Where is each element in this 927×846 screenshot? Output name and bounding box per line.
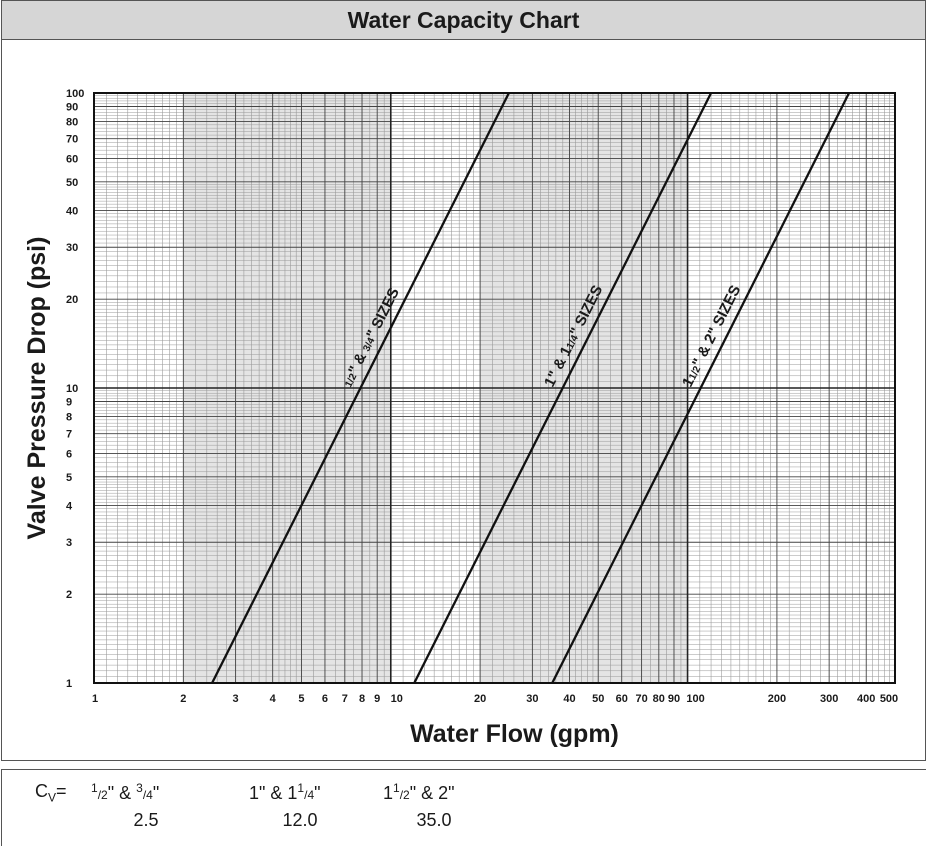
y-tick-label: 3 <box>66 537 72 549</box>
x-tick-label: 90 <box>668 693 680 705</box>
cv-size-2-tail: " <box>314 783 321 803</box>
x-tick-label: 7 <box>342 693 348 705</box>
y-tick-label: 60 <box>66 153 78 165</box>
cv-value-2: 12.0 <box>282 810 318 830</box>
x-tick-label: 3 <box>233 693 239 705</box>
y-tick-label: 5 <box>66 472 72 484</box>
x-tick-label: 60 <box>616 693 628 705</box>
y-tick-label: 2 <box>66 589 72 601</box>
cv-size-1-mid: " & <box>107 783 137 803</box>
grid <box>93 92 896 684</box>
y-tick-label: 8 <box>66 412 72 424</box>
y-tick-label: 6 <box>66 448 72 460</box>
chart-title: Water Capacity Chart <box>347 6 580 33</box>
series-line <box>551 92 851 684</box>
cv-size-2-lead: 1" & 1 <box>249 783 298 803</box>
y-tick-label: 90 <box>66 101 78 113</box>
y-tick-label: 100 <box>66 88 84 100</box>
x-tick-label: 1 <box>92 693 98 705</box>
plot-frame <box>93 92 896 684</box>
x-tick-label: 100 <box>686 693 704 705</box>
x-tick-label: 50 <box>592 693 604 705</box>
y-tick-label: 70 <box>66 134 78 146</box>
cv-table: CV= 1/2" & 3/4" 1" & 11/4" 11/2" & 2" 2.… <box>1 769 926 846</box>
y-tick-label: 20 <box>66 294 78 306</box>
cv-equals: = <box>56 781 67 801</box>
frac-den: 4 <box>307 788 315 802</box>
y-tick-label: 4 <box>66 500 73 512</box>
frac-den: 2 <box>101 788 108 802</box>
y-tick-label: 1 <box>66 678 72 690</box>
y-tick-label: 30 <box>66 242 78 254</box>
x-tick-label: 200 <box>768 693 786 705</box>
y-tick-label: 80 <box>66 117 78 129</box>
frac-num: 3 <box>136 781 143 795</box>
y-axis-label: Valve Pressure Drop (psi) <box>23 237 51 540</box>
cv-value-3: 35.0 <box>416 810 452 830</box>
x-tick-label: 2 <box>180 693 186 705</box>
cv-size-3-lead: 1 <box>383 783 394 803</box>
x-tick-label: 8 <box>359 693 365 705</box>
cv-size-3-tail: " & 2" <box>409 783 455 803</box>
y-tick-label: 9 <box>66 396 72 408</box>
x-tick-label: 30 <box>526 693 538 705</box>
cv-symbol: C <box>35 781 48 801</box>
x-tick-label: 500 <box>880 693 898 705</box>
cv-subscript: V <box>48 790 57 805</box>
x-tick-label: 10 <box>391 693 403 705</box>
frac-num: 1 <box>393 781 400 795</box>
frac-den: 2 <box>403 788 410 802</box>
frac-den: 4 <box>146 788 153 802</box>
chart-panel: Water Capacity Chart 1 2 3 4 5 6 7 8 9 10 20 30 40 50… <box>1 0 926 761</box>
y-tick-label: 40 <box>66 205 78 217</box>
y-tick-label: 10 <box>66 383 78 395</box>
frac-num: 1 <box>91 781 98 795</box>
cv-size-1-tail: " <box>152 783 160 803</box>
x-axis-label: Water Flow (gpm) <box>410 720 619 748</box>
frac-num: 1 <box>297 781 305 795</box>
cv-size-3: 11/2" & 2" <box>383 781 455 803</box>
x-tick-label: 300 <box>820 693 838 705</box>
series-line <box>413 92 713 684</box>
cv-size-1: 1/2" & 3/4" <box>91 781 160 803</box>
x-tick-label: 9 <box>374 693 380 705</box>
cv-prefix: CV= <box>35 781 67 805</box>
y-tick-label: 7 <box>66 429 72 441</box>
x-tick-label: 6 <box>322 693 328 705</box>
y-tick-label: 50 <box>66 177 78 189</box>
x-tick-label: 40 <box>563 693 575 705</box>
x-tick-label: 400 <box>857 693 875 705</box>
chart-title-bar: Water Capacity Chart <box>2 1 925 40</box>
x-tick-label: 4 <box>270 693 277 705</box>
x-tick-label: 70 <box>635 693 647 705</box>
x-tick-label: 20 <box>474 693 486 705</box>
series-line <box>211 92 510 684</box>
x-tick-label: 80 <box>653 693 665 705</box>
cv-size-2: 1" & 11/4" <box>249 781 321 803</box>
x-tick-label: 5 <box>298 693 304 705</box>
cv-value-1: 2.5 <box>133 810 159 830</box>
